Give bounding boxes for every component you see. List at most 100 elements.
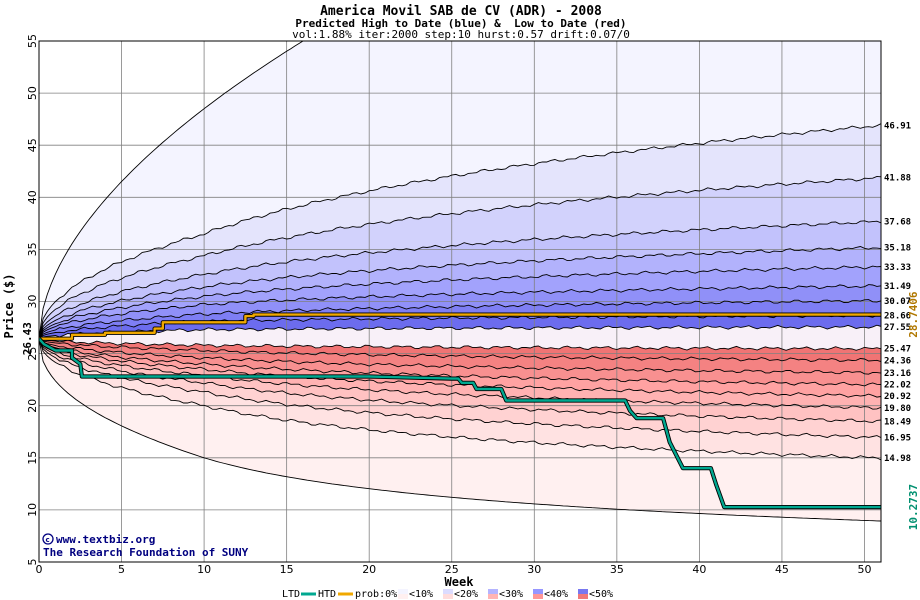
lower-quantile-label-1: 24.36	[884, 356, 911, 366]
lower-quantile-line-4	[39, 338, 881, 398]
outer-upper-line	[39, 41, 304, 339]
axis-ticks: 0 5 10 15 20 25 30 35 40 45 5051015202530354045505…	[26, 34, 871, 576]
x-tick-10: 10	[197, 563, 211, 576]
upper-quantile-label-5: 31.49	[884, 282, 911, 292]
legend-bin-label-4: <50%	[589, 589, 613, 600]
lower-quantile-label-5: 19.80	[884, 404, 911, 414]
chart-params: vol:1.88% iter:2000 step:10 hurst:0.57 d…	[292, 28, 630, 41]
x-tick-0: 0	[36, 563, 43, 576]
credit: c www.textbiz.org The Research Foundatio…	[42, 533, 249, 559]
upper-quantile-label-6: 30.07	[884, 297, 911, 307]
y-tick-45: 45	[26, 138, 39, 152]
upper-quantile-label-1: 41.88	[884, 174, 911, 184]
lower-band-1	[39, 338, 881, 460]
y-tick-50: 50	[26, 86, 39, 100]
lower-quantile-label-6: 18.49	[884, 417, 911, 427]
series-ltd-line	[39, 337, 881, 509]
y-tick-35: 35	[26, 242, 39, 256]
lower-quantile-label-4: 20.92	[884, 392, 911, 402]
x-tick-35: 35	[610, 563, 624, 576]
series-lines	[39, 312, 881, 510]
x-tick-45: 45	[775, 563, 789, 576]
plot-frame	[38, 40, 882, 563]
legend-bin-lower-1	[443, 594, 453, 599]
x-axis-label: Week	[445, 575, 475, 589]
legend-bin-lower-2	[488, 594, 498, 599]
lower-band-0	[39, 338, 881, 521]
upper-quantile-line-6	[39, 299, 881, 339]
chart-title: America Movil SAB de CV (ADR) - 2008	[320, 4, 602, 19]
lower-quantile-line-1	[39, 338, 881, 363]
y-tick-30: 30	[26, 295, 39, 309]
legend-bin-upper-3	[533, 589, 543, 594]
lower-quantile-line-6	[39, 338, 881, 423]
legend: LTD HTD prob:0% <10% <20% <30% <40% <50%	[282, 589, 613, 600]
x-tick-15: 15	[280, 563, 294, 576]
upper-band-7	[39, 299, 881, 339]
upper-quantile-label-7: 28.66	[884, 311, 911, 321]
high-end-label: 28.7406	[907, 291, 920, 338]
quantile-lines	[39, 41, 881, 522]
lower-quantile-line-5	[39, 338, 881, 410]
upper-quantile-line-8	[39, 324, 881, 340]
lower-band-7	[39, 338, 881, 375]
legend-bin-lower-0	[398, 594, 408, 599]
copyright-icon	[42, 533, 54, 545]
x-tick-25: 25	[445, 563, 459, 576]
legend-bin-upper-4	[578, 589, 588, 594]
legend-bin-upper-1	[443, 589, 453, 594]
upper-quantile-line-5	[39, 284, 881, 339]
upper-quantile-line-1	[39, 175, 881, 339]
lower-quantile-label-3: 22.02	[884, 381, 911, 391]
lower-quantile-label-0: 25.47	[884, 345, 911, 355]
upper-quantile-label-2: 37.68	[884, 217, 911, 227]
legend-bin-upper-2	[488, 589, 498, 594]
y-tick-5: 5	[26, 559, 39, 566]
upper-quantile-line-4	[39, 265, 881, 339]
lower-band-5	[39, 338, 881, 398]
y-tick-55: 55	[26, 34, 39, 48]
y-tick-40: 40	[26, 190, 39, 204]
x-tick-30: 30	[527, 563, 541, 576]
chart-subtitle: Predicted High to Date (blue) & Low to D…	[295, 17, 626, 30]
x-tick-50: 50	[857, 563, 871, 576]
upper-quantile-label-4: 33.33	[884, 263, 911, 273]
series-htd-line	[39, 313, 881, 340]
lower-quantile-line-7	[39, 338, 881, 439]
legend-bin-upper-0	[398, 589, 408, 594]
upper-quantile-line-0	[39, 123, 881, 339]
upper-band-5	[39, 266, 881, 339]
lower-quantile-line-0	[39, 338, 881, 351]
legend-htd-label: HTD	[318, 589, 336, 600]
quantile-bands	[39, 41, 881, 521]
y-tick-10: 10	[26, 503, 39, 517]
legend-bin-lower-4	[578, 594, 588, 599]
upper-band-0	[39, 41, 881, 339]
x-tick-40: 40	[692, 563, 706, 576]
lower-quantile-label-7: 16.95	[884, 433, 911, 443]
x-tick-20: 20	[362, 563, 376, 576]
upper-quantile-label-8: 27.55	[884, 323, 911, 333]
legend-bin-label-0: <10%	[409, 589, 433, 600]
y-tick-15: 15	[26, 451, 39, 465]
lower-quantile-line-2	[39, 338, 881, 375]
lower-quantile-label-2: 23.16	[884, 369, 911, 379]
start-price-label: 26.43	[21, 322, 34, 355]
outer-lower-line	[39, 338, 881, 522]
upper-band-2	[39, 176, 881, 339]
credit-url: www.textbiz.org	[56, 533, 155, 546]
upper-quantile-line-2	[39, 220, 881, 339]
lower-band-6	[39, 338, 881, 386]
legend-ltd-label: LTD	[282, 589, 300, 600]
y-tick-25: 25	[26, 347, 39, 361]
upper-band-6	[39, 284, 881, 339]
x-tick-5: 5	[118, 563, 125, 576]
upper-band-1	[39, 123, 881, 339]
upper-quantile-line-3	[39, 246, 881, 339]
legend-bin-label-2: <30%	[499, 589, 523, 600]
legend-bin-label-1: <20%	[454, 589, 478, 600]
median-band	[39, 325, 881, 351]
legend-bin-lower-3	[533, 594, 543, 599]
copyright-letter: c	[46, 536, 50, 544]
